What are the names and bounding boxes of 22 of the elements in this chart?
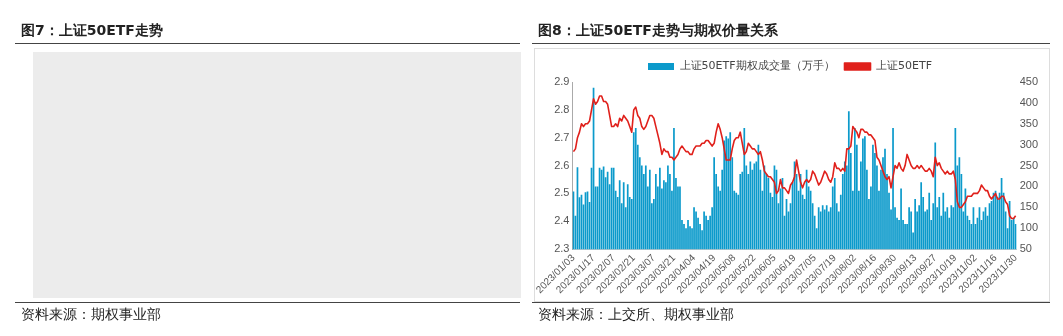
y2-tick-label: 400 bbox=[1019, 95, 1039, 108]
legend-label: 上证50ETF期权成交量（万手） bbox=[679, 59, 835, 73]
y2-tick-label: 150 bbox=[1019, 200, 1039, 213]
text: 图7：上证50ETF走势 bbox=[21, 22, 163, 40]
y-tick-label: 2.9 bbox=[554, 75, 570, 88]
y2-tick-label: 50 bbox=[1019, 242, 1032, 255]
y-tick-label: 2.7 bbox=[554, 130, 570, 143]
y-tick-label: 2.3 bbox=[554, 242, 570, 255]
y2-tick-label: 300 bbox=[1019, 137, 1039, 150]
chart-title: 图8：上证50ETF走势与期权价量关系 bbox=[538, 22, 778, 40]
y-tick-label: 2.6 bbox=[554, 158, 570, 171]
y-tick-label: 2.8 bbox=[554, 102, 570, 115]
y2-tick-label: 100 bbox=[1019, 221, 1039, 234]
y-tick-label: 2.5 bbox=[554, 186, 570, 199]
y-tick-label: 2.4 bbox=[554, 214, 570, 227]
legend-label: 上证50ETF bbox=[876, 59, 932, 73]
y2-tick-label: 350 bbox=[1019, 116, 1039, 129]
y2-tick-label: 250 bbox=[1019, 158, 1039, 171]
text: 资料来源：期权事业部 bbox=[21, 306, 161, 324]
text: 资料来源：上交所、期权事业部 bbox=[538, 306, 734, 324]
y2-tick-label: 200 bbox=[1019, 179, 1039, 192]
y2-tick-label: 450 bbox=[1019, 75, 1039, 88]
